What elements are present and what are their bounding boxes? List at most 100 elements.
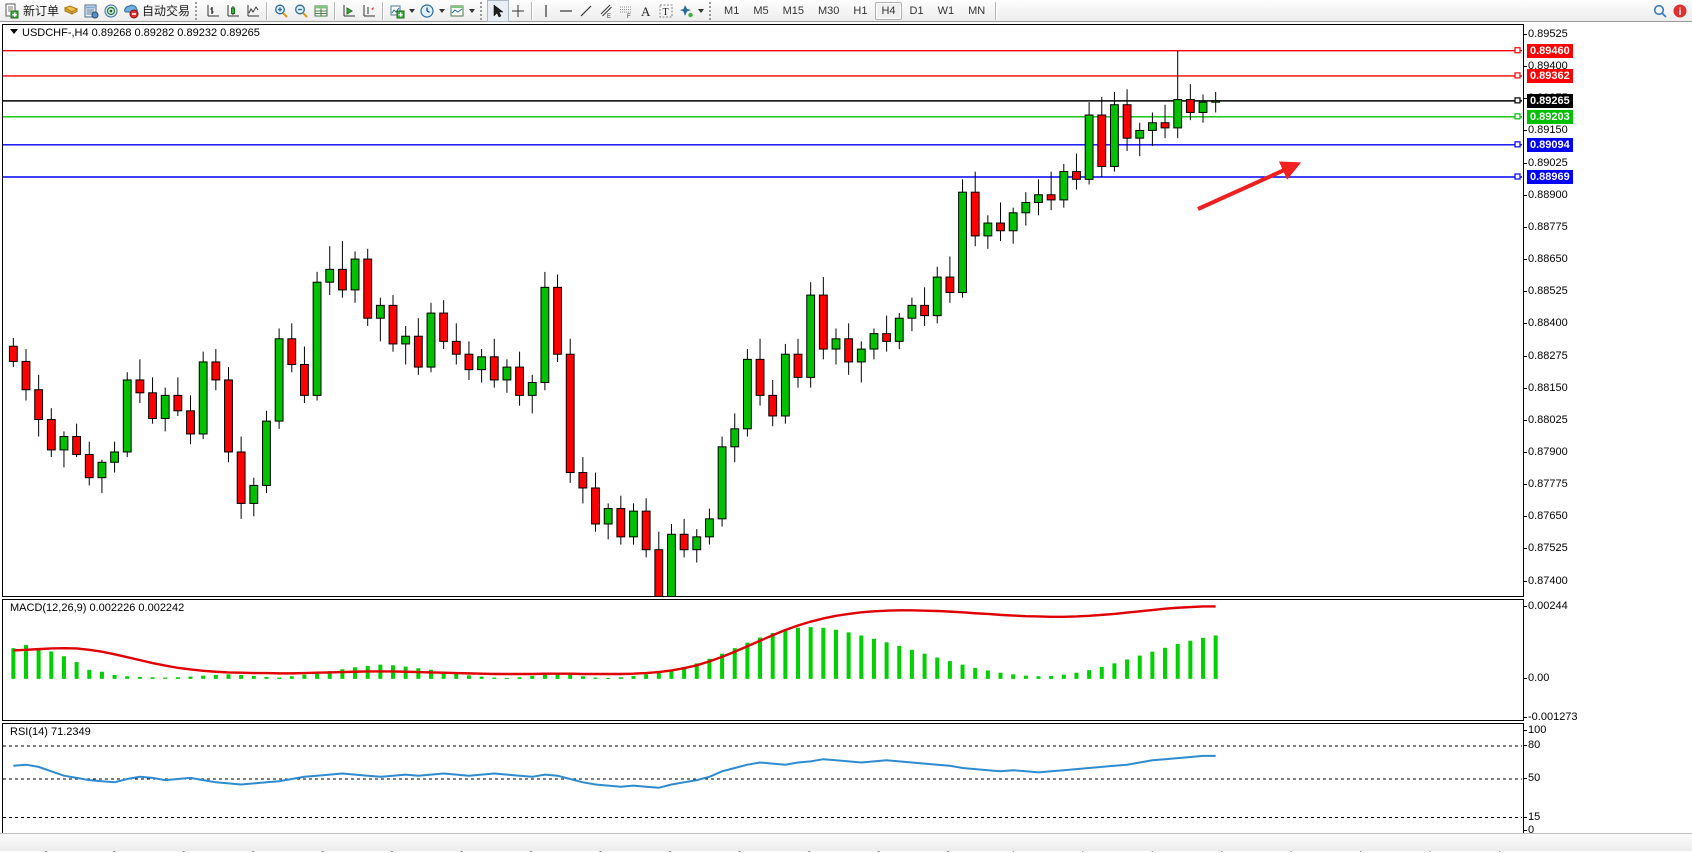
candle <box>603 508 613 525</box>
rsi-axis-tick: 15 <box>1523 810 1541 823</box>
autotrading-button[interactable]: 自动交易 <box>121 1 192 21</box>
hline-handle <box>1514 97 1521 104</box>
timeframe-m30[interactable]: M30 <box>818 4 840 17</box>
signals-button[interactable] <box>101 1 121 21</box>
auto-scroll-button[interactable] <box>359 1 379 21</box>
candle <box>742 358 752 430</box>
indicators-button[interactable] <box>387 1 417 21</box>
candle <box>578 472 588 489</box>
price-axis-tick: 0.87400 <box>1524 574 1568 587</box>
price-label-resistance[interactable]: 0.89362 <box>1527 68 1573 83</box>
candle <box>629 510 638 538</box>
zoom-out-button[interactable] <box>291 1 311 21</box>
candle <box>1173 99 1183 129</box>
rsi-axis-tick: 0 <box>1523 824 1535 836</box>
toolbar-separator-5 <box>995 1 998 20</box>
hline-handle <box>1514 141 1521 148</box>
timeframe-h1[interactable]: H1 <box>853 4 868 17</box>
candle <box>1072 171 1081 180</box>
toolbar-grip-1[interactable] <box>195 1 200 20</box>
vertical-line-button[interactable] <box>536 1 556 21</box>
chevron-down-icon[interactable] <box>10 29 18 34</box>
rsi-axis-tick: 80 <box>1523 739 1541 751</box>
trendline-button[interactable] <box>576 1 596 21</box>
candle <box>844 338 854 363</box>
price-label-current[interactable]: 0.89265 <box>1527 93 1573 108</box>
chevron-down-icon <box>698 8 705 13</box>
timeframe-m1[interactable]: M1 <box>724 4 740 17</box>
candle <box>818 294 828 350</box>
candle <box>413 335 423 368</box>
line-chart-button[interactable] <box>243 1 263 21</box>
macd-plot <box>11 605 1218 679</box>
bullish-arrow-annotation <box>1197 161 1302 211</box>
text-label-button[interactable]: T <box>656 1 676 21</box>
price-axis-tick: 0.87525 <box>1524 542 1568 555</box>
candle <box>768 394 778 417</box>
cursor-button[interactable] <box>487 0 510 22</box>
bar-chart-icon <box>205 3 221 19</box>
candle <box>945 276 955 293</box>
terminal-button[interactable] <box>81 1 101 21</box>
price-label-support[interactable]: 0.89094 <box>1527 137 1573 152</box>
price-axis-tick: 0.88650 <box>1524 253 1568 266</box>
candle <box>920 304 930 317</box>
rsi-axis[interactable]: 100 80 50 15 0 <box>1523 723 1692 836</box>
price-axis-tick: 0.88400 <box>1524 317 1568 330</box>
timeframe-m15[interactable]: M15 <box>782 4 804 17</box>
timeframe-w1[interactable]: W1 <box>937 4 955 17</box>
rsi-pane[interactable]: RSI(14) 71.2349 <box>2 723 1523 835</box>
macd-signal-line <box>13 605 1216 676</box>
horizontal-line-button[interactable] <box>556 1 576 21</box>
candlestick-button[interactable] <box>223 1 243 21</box>
timeframe-d1[interactable]: D1 <box>909 4 924 17</box>
expert-advisors-button[interactable] <box>61 1 81 21</box>
timeframe-h4[interactable]: H4 <box>875 1 902 20</box>
chart-shift-button[interactable] <box>339 1 359 21</box>
templates-button[interactable] <box>447 1 477 21</box>
price-axis[interactable]: 0.895250.894000.892750.891500.890250.889… <box>1523 24 1692 597</box>
timeframe-mn[interactable]: MN <box>968 4 986 17</box>
chart-workspace[interactable]: USDCHF-,H4 0.89268 0.89282 0.89232 0.892… <box>0 22 1692 852</box>
price-label-target[interactable]: 0.89203 <box>1527 109 1573 124</box>
text-button[interactable]: A <box>636 1 656 21</box>
chart-shift-icon <box>341 3 357 19</box>
candle <box>882 333 892 342</box>
fibonacci-icon: F <box>618 3 634 20</box>
macd-pane[interactable]: MACD(12,26,9) 0.002226 0.002242 <box>2 599 1523 721</box>
new-order-button[interactable]: 新订单 <box>2 1 61 21</box>
candle <box>1147 122 1157 131</box>
toolbar-grip-2[interactable] <box>480 1 485 20</box>
candle <box>274 338 284 422</box>
period-button[interactable] <box>417 1 447 21</box>
candle <box>717 446 727 520</box>
crosshair-button[interactable] <box>508 1 528 21</box>
price-axis-tick: 0.88775 <box>1524 220 1568 233</box>
data-window-button[interactable] <box>311 1 331 21</box>
candle <box>426 312 436 368</box>
macd-axis[interactable]: 0.00244 0.00 -0.001273 <box>1523 599 1692 723</box>
candle <box>970 191 980 237</box>
zoom-in-button[interactable] <box>271 1 291 21</box>
price-label-support[interactable]: 0.88969 <box>1527 170 1573 184</box>
rsi-plot <box>3 745 1522 818</box>
search-icon[interactable] <box>1652 3 1668 19</box>
price-axis-tick: 0.87650 <box>1524 510 1568 523</box>
rsi-pane-title: RSI(14) 71.2349 <box>8 726 93 738</box>
candle <box>1097 114 1107 167</box>
bar-chart-button[interactable] <box>203 1 223 21</box>
equidistant-channel-button[interactable]: E <box>596 1 616 21</box>
timeframe-m5[interactable]: M5 <box>753 4 769 17</box>
candle <box>388 304 398 345</box>
shapes-button[interactable] <box>676 1 706 21</box>
status-bar <box>0 833 1692 851</box>
fibonacci-button[interactable]: F <box>616 1 636 21</box>
price-pane[interactable]: USDCHF-,H4 0.89268 0.89282 0.89232 0.892… <box>2 24 1523 597</box>
candle <box>667 533 676 596</box>
toolbar-grip-3[interactable] <box>709 1 714 20</box>
candle <box>704 518 714 538</box>
help-icon[interactable]: i <box>1672 3 1688 19</box>
price-axis-tick: 0.89525 <box>1524 28 1568 40</box>
candle <box>1185 99 1195 113</box>
price-label-resistance[interactable]: 0.89460 <box>1527 43 1573 58</box>
